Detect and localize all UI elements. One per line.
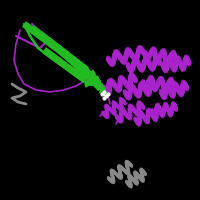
Point [102,90,106,94]
Point [102,96,106,100]
Point [100,92,104,96]
Point [104,94,108,98]
Point [106,92,110,96]
